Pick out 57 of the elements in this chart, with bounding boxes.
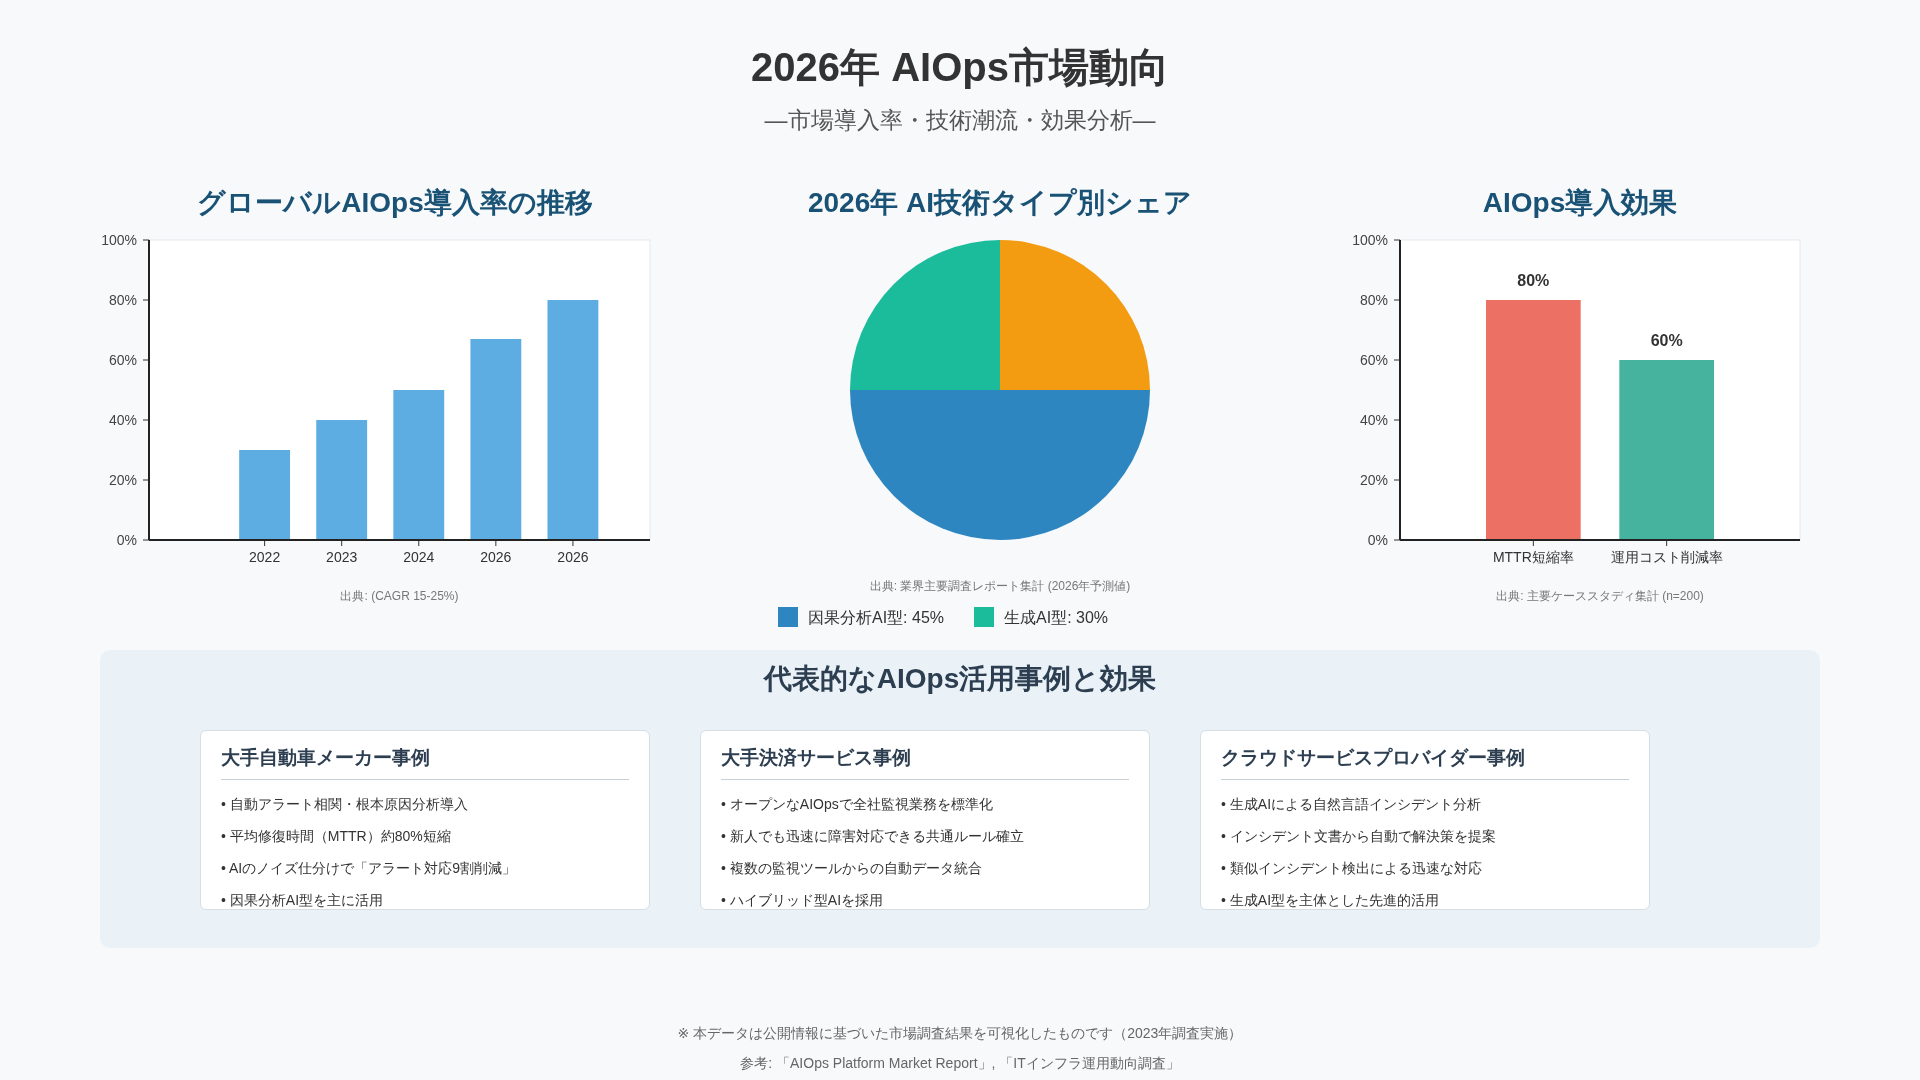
text: 2026年 AIOps市場動向 [750, 44, 1170, 91]
x-tick-label: 2026 [480, 549, 512, 565]
x-tick-label: 2022 [249, 549, 281, 565]
text: • インシデント文書から自動で解決策を提案 [1221, 828, 1497, 846]
text: ※ 本データは公開情報に基づいた市場調査結果を可視化したものです（2023年調査実施） [676, 1025, 1244, 1043]
bar [393, 390, 445, 540]
x-tick-label: MTTR短縮率 [1492, 549, 1574, 565]
y-tick-label: 80% [108, 292, 137, 308]
text: • 生成AIによる自然言語インシデント分析 [1221, 796, 1483, 814]
text: クラウドサービスプロバイダー事例 [1221, 745, 1629, 780]
y-tick-label: 80% [1359, 292, 1388, 308]
text: 参考: 「AIOps Platform Market Report」, 「ITインフラ運用動向調査」 [739, 1055, 1181, 1073]
text: • 新人でも迅速に障害対応できる共通ルール確立 [721, 828, 1025, 846]
y-tick-label: 60% [1359, 352, 1388, 368]
text: 代表的なAIOps活用事例と効果 [762, 662, 1158, 696]
y-tick-label: 20% [1359, 472, 1388, 488]
text: • ハイブリッド型AIを採用 [721, 892, 885, 910]
x-tick-label: 運用コスト削減率 [1610, 549, 1723, 565]
x-tick-label: 2026 [557, 549, 589, 565]
text: 大手自動車メーカー事例 [221, 745, 629, 780]
chart-title: 2026年 AI技術タイプ別シェア [806, 186, 1194, 220]
y-tick-label: 40% [108, 412, 137, 428]
text: • AIのノイズ仕分けで「アラート対応9割削減」 [221, 860, 518, 878]
text: • 因果分析AI型を主に活用 [221, 892, 385, 910]
source-note: 出典: (CAGR 15-25%) [340, 589, 459, 603]
x-tick-label: 2024 [403, 549, 435, 565]
chart-title: AIOps導入効果 [1481, 186, 1679, 220]
y-tick-label: 20% [108, 472, 137, 488]
x-tick-label: 2023 [326, 549, 358, 565]
y-tick-label: 100% [1352, 232, 1388, 248]
bar [547, 300, 599, 540]
bar [239, 450, 291, 540]
y-tick-label: 40% [1359, 412, 1388, 428]
legend-label: 因果分析AI型: 45% [808, 609, 945, 626]
bar [316, 420, 368, 540]
pie-slice [1000, 240, 1150, 390]
text: • オープンなAIOpsで全社監視業務を標準化 [721, 796, 994, 814]
pie-slice [850, 240, 1000, 390]
data-label: 80% [1517, 272, 1550, 289]
text: 大手決済サービス事例 [721, 745, 1129, 780]
data-label: 60% [1650, 332, 1683, 349]
legend-label: 生成AI型: 30% [1004, 609, 1109, 626]
y-tick-label: 0% [116, 532, 137, 548]
text: • 複数の監視ツールからの自動データ統合 [721, 860, 983, 878]
bar [470, 339, 522, 540]
text: • 類似インシデント検出による迅速な対応 [1221, 860, 1483, 878]
y-tick-label: 60% [108, 352, 137, 368]
chart-title: グローバルAIOps導入率の推移 [196, 186, 594, 220]
text: • 生成AI型を主体とした先進的活用 [1221, 892, 1441, 910]
text: —市場導入率・技術潮流・効果分析— [763, 106, 1157, 135]
source-note: 出典: 業界主要調査レポート集計 (2026年予測値) [869, 579, 1131, 593]
pie-slice [850, 390, 1150, 540]
source-note: 出典: 主要ケーススタディ集計 (n=200) [1496, 589, 1704, 603]
y-tick-label: 100% [101, 232, 137, 248]
text: • 自動アラート相関・根本原因分析導入 [221, 796, 469, 814]
text: • 平均修復時間（MTTR）約80%短縮 [221, 828, 452, 846]
y-tick-label: 0% [1367, 532, 1388, 548]
